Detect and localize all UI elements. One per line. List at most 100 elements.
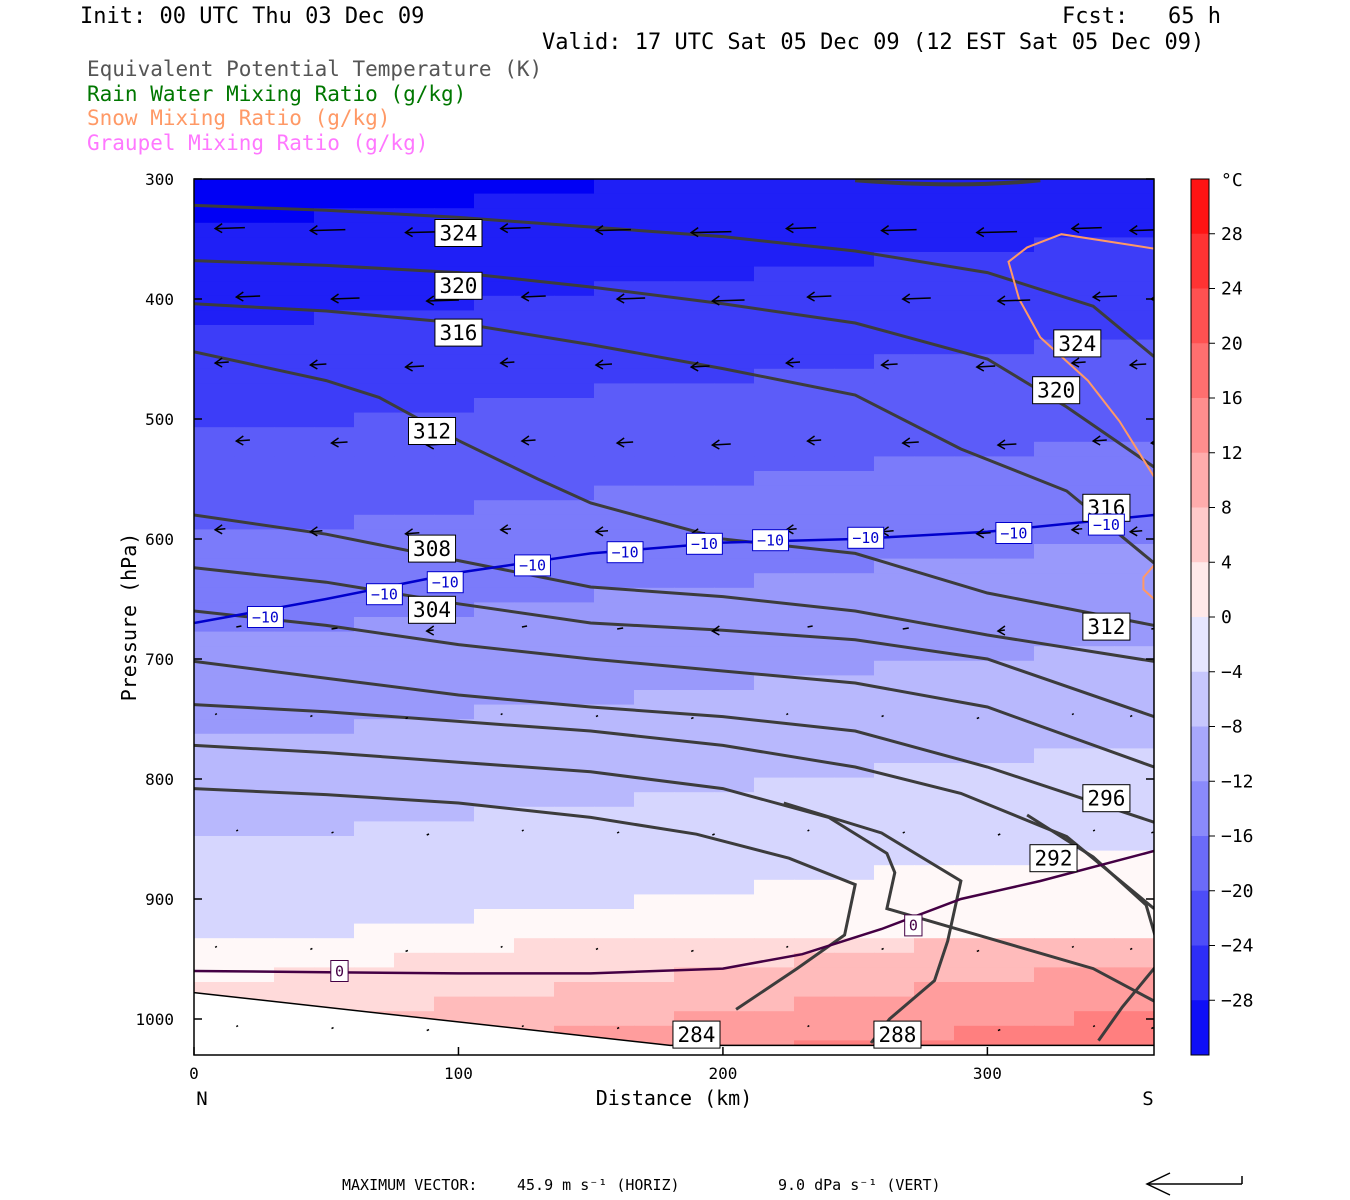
shade-cell	[1034, 806, 1075, 823]
shade-cell	[1034, 500, 1075, 516]
shade-cell	[194, 252, 235, 268]
wind-arrow	[595, 228, 632, 232]
shade-cell	[1114, 894, 1154, 910]
shade-cell	[314, 485, 355, 501]
shade-cell	[314, 631, 355, 647]
shade-cell	[994, 690, 1035, 706]
shade-cell	[634, 792, 675, 808]
shade-cell	[794, 850, 835, 866]
shade-cell	[874, 237, 915, 253]
shade-cell	[514, 500, 555, 516]
shade-cell	[714, 806, 755, 823]
wind-arrow-head	[520, 435, 530, 446]
shade-cell	[354, 441, 395, 458]
y-tick-label: 600	[145, 530, 174, 549]
theta-e-label-box	[873, 1020, 922, 1049]
plot-frame	[193, 178, 1155, 1056]
shade-cell	[594, 514, 635, 531]
shade-cell	[674, 909, 715, 925]
wind-arrow	[617, 297, 646, 300]
shade-cell	[994, 894, 1035, 910]
shade-cell	[634, 266, 675, 282]
snow-contour	[1142, 564, 1154, 600]
wind-arrow-head	[996, 439, 1006, 450]
shade-cell	[554, 631, 595, 647]
shade-cell	[914, 923, 955, 939]
wind-arrow	[236, 295, 261, 298]
shade-cell	[434, 967, 475, 983]
shade-cell	[714, 471, 755, 487]
wind-arrow	[807, 1024, 810, 1028]
shade-cell	[714, 938, 755, 954]
shade-cell	[234, 193, 275, 209]
wind-arrow	[881, 228, 917, 232]
wind-arrow	[691, 230, 732, 234]
temperature-label-box	[752, 529, 789, 552]
shade-cell	[274, 850, 315, 866]
shade-cell	[594, 777, 635, 793]
shade-cell	[234, 763, 275, 779]
shade-cell	[1034, 909, 1075, 925]
shade-cell	[914, 748, 955, 764]
shade-cell	[394, 281, 435, 297]
shade-cell	[234, 368, 275, 385]
shade-cell	[394, 660, 435, 677]
shade-cell	[874, 354, 915, 370]
shade-cell	[194, 748, 235, 764]
wind-arrow-head	[1070, 524, 1080, 535]
shade-cell	[674, 325, 715, 341]
shade-cell	[594, 894, 635, 910]
shade-cell	[394, 996, 435, 1012]
wind-arrow	[405, 365, 425, 368]
shade-cell	[834, 1011, 875, 1027]
shade-cell	[674, 631, 715, 647]
shade-cell	[954, 412, 995, 428]
y-tick-label: 300	[145, 170, 174, 189]
shade-cell	[1034, 660, 1075, 677]
shade-cell	[874, 952, 915, 969]
shade-cell	[314, 982, 355, 998]
shade-cell	[394, 252, 435, 268]
colorbar-frame	[1190, 178, 1210, 1056]
shade-cell	[874, 982, 915, 998]
shade-cell	[474, 733, 515, 750]
shade-cell	[554, 266, 595, 282]
shade-cell	[234, 733, 275, 750]
shade-cell	[874, 193, 915, 209]
shade-cell	[394, 821, 435, 837]
shade-cell	[754, 193, 795, 209]
shade-cell	[634, 573, 675, 589]
shade-cell	[1114, 1025, 1154, 1042]
shade-cell	[1114, 295, 1154, 312]
shade-cell	[1034, 266, 1075, 282]
shade-cell	[914, 193, 955, 209]
shade-cell	[434, 850, 475, 866]
shade-cell	[1074, 471, 1115, 487]
shade-cell	[794, 690, 835, 706]
theta-e-label-box	[434, 271, 483, 300]
shade-cell	[594, 690, 635, 706]
shade-cell	[394, 763, 435, 779]
shade-cell	[1114, 325, 1154, 341]
shade-cell	[634, 208, 675, 224]
shade-cell	[674, 398, 715, 414]
shade-cell	[914, 325, 955, 341]
shade-cell	[314, 252, 355, 268]
shade-cell	[674, 865, 715, 881]
shade-cell	[914, 631, 955, 647]
shade-cell	[474, 909, 515, 925]
shade-cell	[354, 996, 395, 1012]
shade-cell	[1074, 982, 1115, 998]
wind-arrow	[215, 226, 245, 230]
shade-cell	[994, 354, 1035, 370]
shade-cell	[1074, 456, 1115, 472]
shade-cell	[354, 660, 395, 677]
shade-cell	[514, 879, 555, 896]
shade-cell	[914, 179, 955, 195]
wind-arrow	[214, 945, 218, 949]
shade-cell	[674, 952, 715, 969]
shade-cell	[1114, 748, 1154, 764]
shade-cell	[954, 500, 995, 516]
shade-cell	[554, 996, 595, 1012]
shade-cell	[594, 719, 635, 735]
